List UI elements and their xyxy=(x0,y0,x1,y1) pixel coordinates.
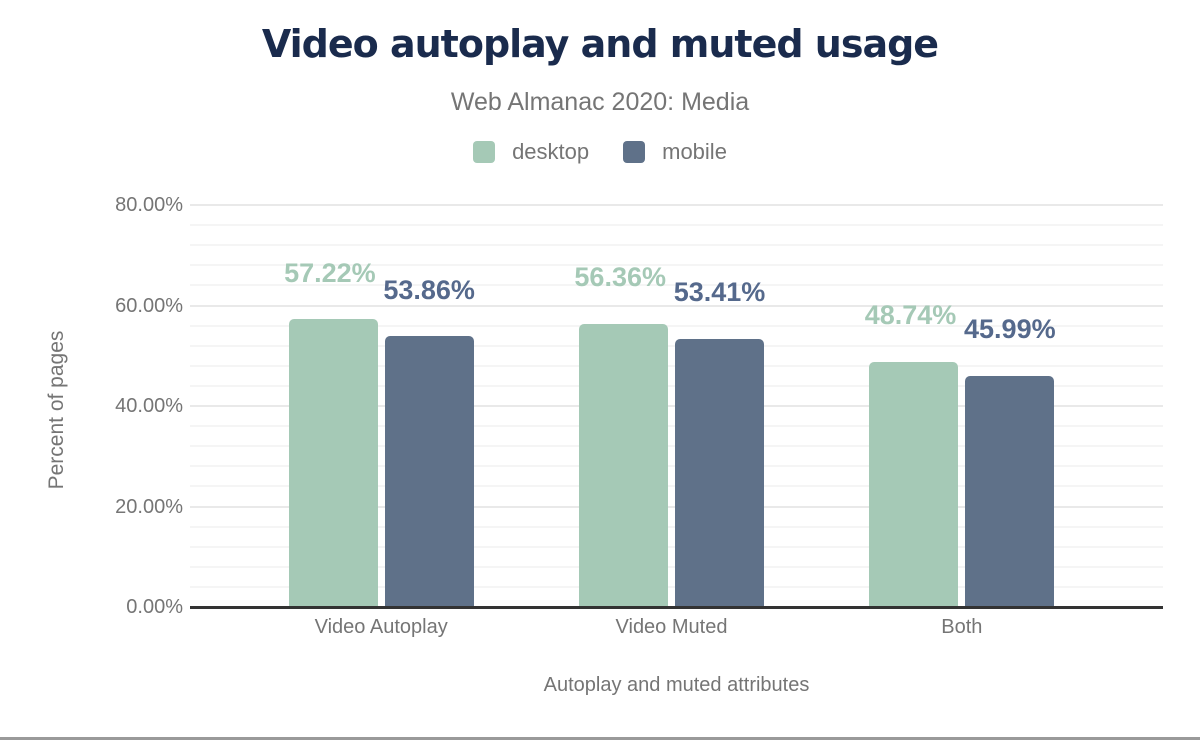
chart-title: Video autoplay and muted usage xyxy=(261,22,939,66)
plot-area: 57.22% 53.86% 56.36% 53.41% 48.74% 45.99% xyxy=(190,204,1163,609)
gridline-60 xyxy=(190,304,1163,307)
legend-swatch-desktop xyxy=(473,141,496,163)
bar-group-3: 48.74% 45.99% xyxy=(817,301,1107,607)
bar-group-2: 56.36% 53.41% xyxy=(526,262,816,607)
footer-divider xyxy=(0,737,1200,740)
y-tick-60: 60.00% xyxy=(115,294,183,317)
x-category-1: Video Autoplay xyxy=(314,616,448,638)
bar-label-mobile-3: 45.99% xyxy=(964,314,1056,345)
gridline-76 xyxy=(190,224,1163,227)
bar-label-desktop-3: 48.74% xyxy=(864,300,957,331)
bar-mobile-1[interactable]: 53.86% xyxy=(383,275,475,607)
bar-label-desktop-1: 57.22% xyxy=(284,257,376,288)
x-category-3: Both xyxy=(941,616,983,638)
bar-group-1: 57.22% 53.86% xyxy=(236,258,526,607)
x-axis-baseline xyxy=(190,606,1163,609)
y-tick-80: 80.00% xyxy=(115,194,183,216)
x-category-2: Video Muted xyxy=(615,616,728,638)
bars-row: 57.22% 53.86% 56.36% 53.41% 48.74% 45.99% xyxy=(190,205,1163,607)
bar-desktop-2[interactable]: 56.36% xyxy=(574,262,668,607)
bar-desktop-1[interactable]: 57.22% xyxy=(284,258,378,607)
bar-label-mobile-1: 53.86% xyxy=(383,274,475,305)
x-axis-title: Autoplay and muted attributes xyxy=(543,674,810,696)
y-tick-0: 0.00% xyxy=(126,596,183,618)
y-tick-20: 20.00% xyxy=(115,495,183,518)
gridline-68 xyxy=(190,264,1163,267)
y-tick-40: 40.00% xyxy=(115,395,183,417)
gridline-80 xyxy=(190,204,1163,206)
x-category-labels: Video Autoplay Video Muted Both xyxy=(190,616,1163,639)
bar-label-desktop-2: 56.36% xyxy=(574,262,666,293)
gridline-56 xyxy=(190,324,1163,327)
bar-label-mobile-2: 53.41% xyxy=(673,276,766,307)
bar-mobile-3[interactable]: 45.99% xyxy=(964,315,1056,607)
legend: desktop mobile xyxy=(0,139,1200,165)
gridline-64 xyxy=(190,284,1163,287)
legend-item-mobile[interactable]: mobile xyxy=(623,139,727,165)
bar-mobile-2[interactable]: 53.41% xyxy=(674,277,765,607)
gridline-72 xyxy=(190,244,1163,247)
y-axis-ticks: 0.00% 20.00% 40.00% 60.00% 80.00% xyxy=(0,194,183,618)
bar-desktop-3[interactable]: 48.74% xyxy=(865,301,959,607)
chart-subtitle: Web Almanac 2020: Media xyxy=(450,88,750,116)
legend-swatch-mobile xyxy=(623,141,646,163)
legend-label-mobile: mobile xyxy=(662,139,727,164)
legend-label-desktop: desktop xyxy=(512,139,590,164)
legend-item-desktop[interactable]: desktop xyxy=(473,139,589,165)
